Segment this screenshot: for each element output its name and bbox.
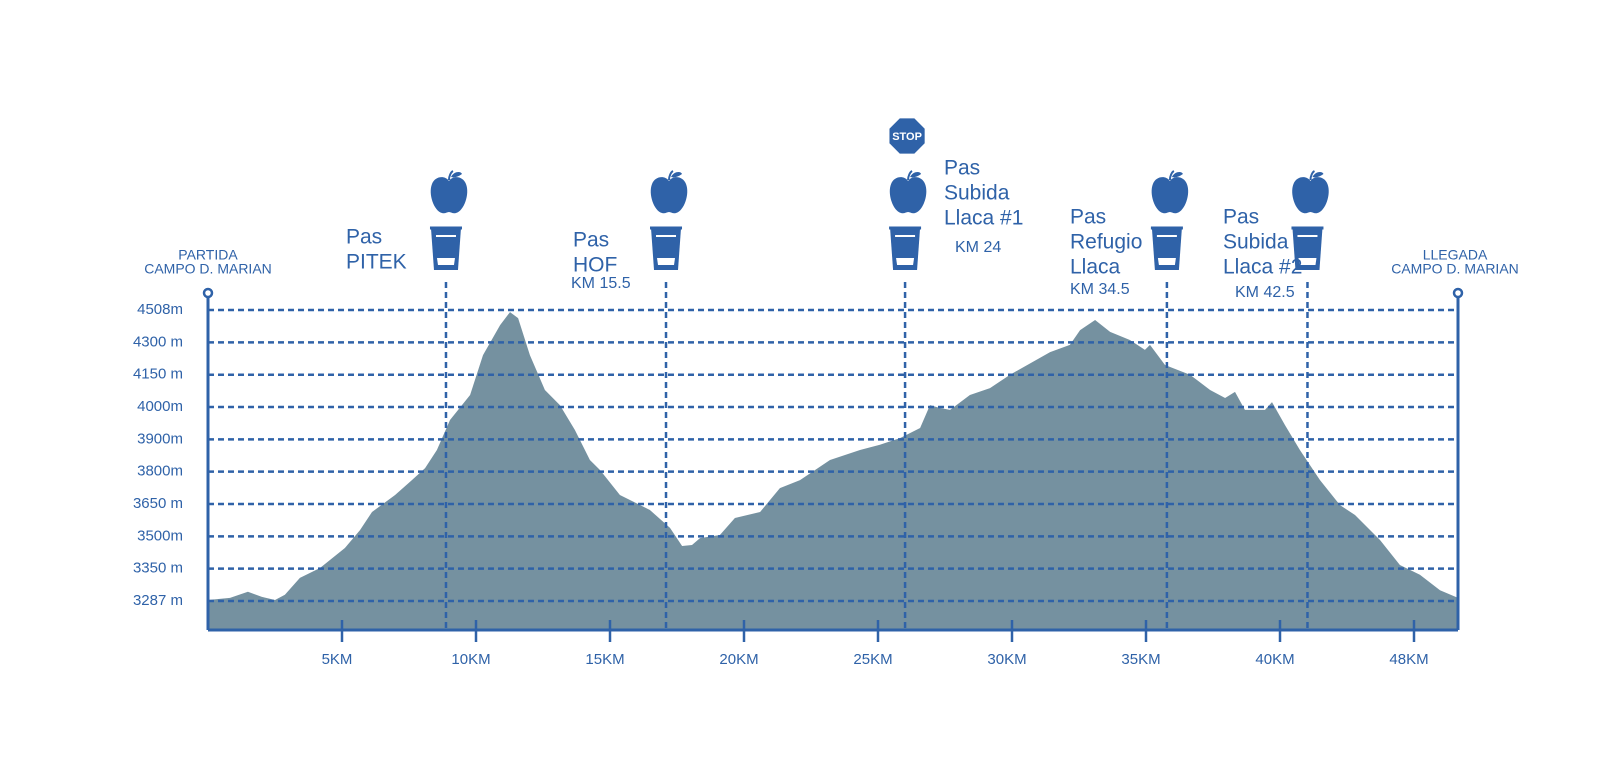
x-tick-label: 48KM — [1389, 651, 1428, 668]
cup-icon — [648, 226, 684, 272]
y-tick-label: 4300 m — [133, 333, 183, 350]
station-name: HOF — [573, 254, 617, 277]
station-name: Subida — [944, 182, 1010, 205]
y-tick-label: 3350 m — [133, 560, 183, 577]
x-tick-label: 25KM — [853, 651, 892, 668]
start-marker — [202, 287, 214, 299]
y-tick-label: 3900m — [137, 430, 183, 447]
x-tick-label: 15KM — [585, 651, 624, 668]
apple-icon — [1291, 170, 1330, 215]
station-km: KM 42.5 — [1235, 284, 1295, 301]
x-tick-label: 35KM — [1121, 651, 1160, 668]
station-km: KM 34.5 — [1070, 281, 1130, 298]
station-name: Pas — [1223, 206, 1259, 229]
x-tick-label: 30KM — [987, 651, 1026, 668]
x-tick-label: 40KM — [1255, 651, 1294, 668]
cup-icon — [1149, 226, 1185, 272]
start-label: CAMPO D. MARIAN — [144, 261, 272, 277]
apple-icon — [429, 170, 469, 215]
station-name: Refugio — [1070, 231, 1142, 254]
station-km: KM 15.5 — [571, 275, 631, 292]
station-name: PITEK — [346, 251, 407, 274]
x-tick-label: 10KM — [451, 651, 490, 668]
apple-icon — [888, 170, 928, 215]
y-tick-label: 3800m — [137, 463, 183, 480]
stop-sign: STOP — [889, 118, 925, 154]
station-km: KM 24 — [955, 239, 1001, 256]
overlay-layer: 3287 m 3350 m 3500m 3650 m 3800m 3900m 4000m 41… — [133, 118, 1519, 668]
station-name: Llaca #2 — [1223, 256, 1302, 279]
cup-icon — [887, 226, 923, 272]
y-tick-label: 4000m — [137, 398, 183, 415]
x-tick-label: 5KM — [322, 651, 353, 668]
y-tick-label: 3650 m — [133, 495, 183, 512]
end-marker — [1452, 287, 1464, 299]
stop-octagon — [889, 118, 925, 154]
station-name: Pas — [1070, 206, 1106, 229]
x-tick-label: 20KM — [719, 651, 758, 668]
end-label: CAMPO D. MARIAN — [1391, 261, 1519, 277]
station-name: Llaca #1 — [944, 207, 1023, 230]
station-name: Pas — [944, 157, 980, 180]
station-name: Subida — [1223, 231, 1289, 254]
end-label: LLEGADA — [1423, 247, 1488, 263]
station-name: Pas — [573, 229, 609, 252]
y-tick-label: 4508m — [137, 301, 183, 318]
y-tick-label: 4150 m — [133, 366, 183, 383]
start-label: PARTIDA — [178, 247, 238, 263]
stop-text: STOP — [892, 131, 922, 143]
y-tick-label: 3500m — [137, 527, 183, 544]
station-name: Pas — [346, 226, 382, 249]
apple-icon — [1150, 170, 1190, 215]
y-tick-label: 3287 m — [133, 592, 183, 609]
apple-icon — [649, 170, 689, 215]
station-name: Llaca — [1070, 256, 1121, 279]
cup-icon — [428, 226, 464, 272]
